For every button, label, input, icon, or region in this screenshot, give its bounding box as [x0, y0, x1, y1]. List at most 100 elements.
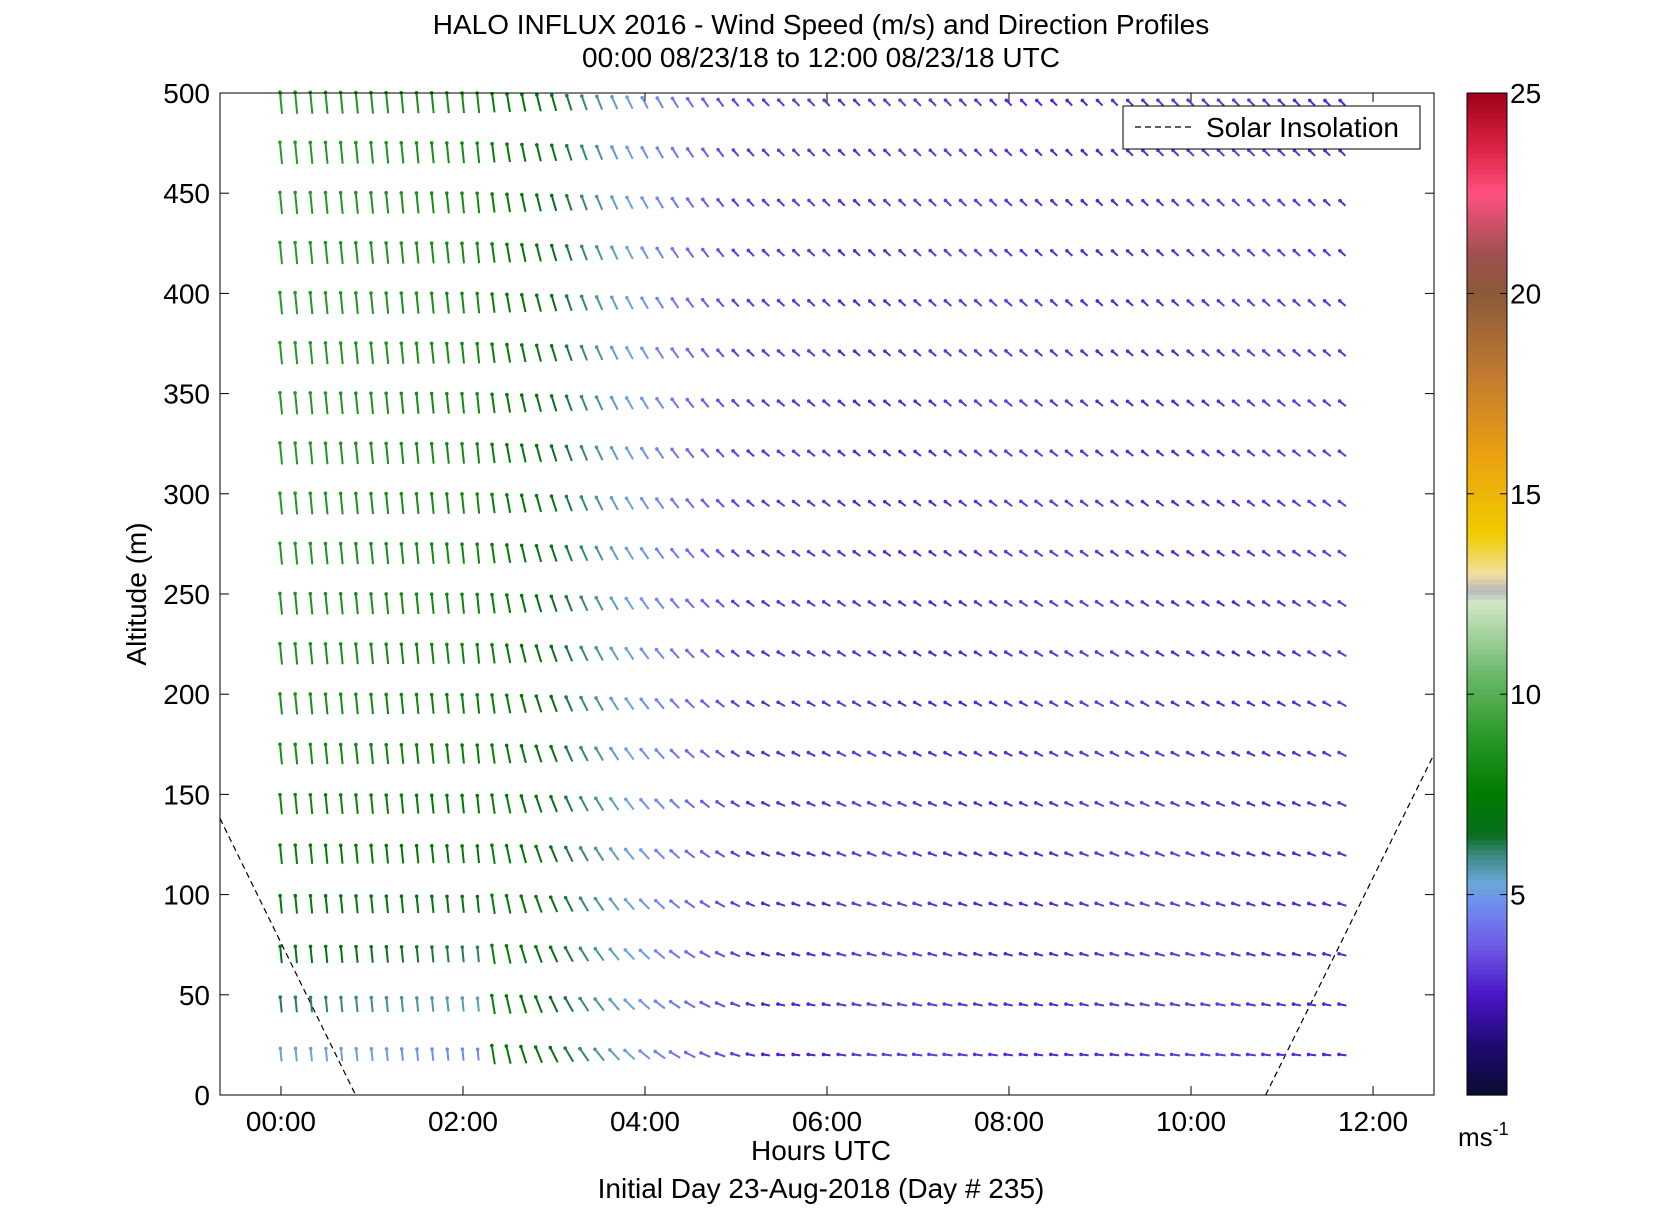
- wind-arrow-head: [399, 995, 404, 1000]
- wind-arrow-head: [1186, 98, 1190, 102]
- wind-arrow-head: [1231, 549, 1236, 554]
- wind-arrow-head: [384, 191, 388, 195]
- wind-arrow-head: [1337, 1002, 1341, 1006]
- wind-arrow-head: [852, 198, 857, 203]
- wind-arrow: [278, 442, 284, 465]
- wind-arrow-head: [445, 996, 449, 1000]
- wind-arrow-head: [898, 198, 902, 203]
- wind-arrow: [491, 394, 496, 414]
- wind-arrow-head: [654, 597, 659, 602]
- colorbar-segment: [1467, 659, 1507, 665]
- wind-arrow: [670, 599, 680, 609]
- wind-arrow-head: [384, 894, 389, 898]
- wind-arrow-head: [654, 547, 659, 552]
- wind-arrow-head: [654, 798, 658, 802]
- wind-arrow: [430, 644, 435, 664]
- wind-arrow-head: [1110, 198, 1115, 203]
- wind-arrow-head: [791, 750, 796, 755]
- colorbar-segment: [1467, 168, 1507, 174]
- wind-arrow-head: [1170, 750, 1175, 755]
- y-tick-label: 50: [179, 980, 210, 1011]
- wind-arrow-head: [1125, 148, 1130, 153]
- wind-arrow-head: [1307, 750, 1311, 755]
- wind-arrow: [354, 593, 359, 615]
- wind-arrow-head: [745, 1052, 750, 1056]
- wind-arrow: [294, 92, 299, 114]
- wind-arrow-head: [685, 197, 690, 201]
- wind-arrow: [309, 1048, 313, 1062]
- wind-arrow-head: [293, 742, 297, 747]
- wind-arrow-head: [1019, 198, 1024, 203]
- wind-arrow-head: [504, 643, 509, 647]
- wind-arrow-head: [928, 650, 932, 655]
- wind-arrow-head: [821, 801, 826, 805]
- wind-arrow: [656, 147, 664, 159]
- wind-arrow-head: [549, 845, 553, 849]
- wind-arrow: [580, 596, 589, 612]
- wind-arrow: [354, 845, 359, 864]
- wind-arrow-head: [1216, 700, 1220, 705]
- wind-arrow-head: [670, 96, 675, 101]
- wind-arrow-head: [475, 442, 479, 446]
- colorbar-segment: [1467, 388, 1507, 395]
- wind-arrow-head: [384, 241, 388, 245]
- wind-arrow-head: [881, 951, 886, 956]
- wind-arrow-head: [761, 449, 766, 454]
- wind-arrow-head: [1307, 801, 1311, 805]
- wind-arrow-head: [1003, 801, 1008, 805]
- wind-arrow: [476, 243, 481, 264]
- colorbar-segment: [1467, 964, 1507, 971]
- wind-arrow: [385, 192, 390, 214]
- wind-arrow-head: [384, 843, 389, 848]
- wind-arrow-head: [943, 98, 948, 102]
- wind-arrow: [535, 495, 543, 513]
- wind-arrow: [278, 342, 284, 365]
- wind-arrow-head: [638, 848, 643, 852]
- wind-arrow-head: [399, 391, 404, 396]
- wind-arrow: [579, 1048, 590, 1062]
- wind-arrow-head: [716, 298, 720, 302]
- wind-arrow-head: [670, 547, 674, 552]
- wind-arrow: [520, 495, 527, 513]
- wind-arrow-head: [1307, 248, 1312, 253]
- wind-arrow-head: [369, 190, 373, 195]
- wind-arrow-head: [1231, 600, 1236, 604]
- wind-arrow-head: [1231, 801, 1235, 805]
- wind-arrow-head: [369, 391, 373, 396]
- wind-arrow-head: [293, 541, 297, 546]
- colorbar-segment: [1467, 874, 1507, 881]
- wind-arrow: [355, 997, 359, 1013]
- wind-arrow-head: [490, 542, 494, 547]
- wind-arrow-head: [579, 144, 584, 148]
- wind-arrow-head: [293, 843, 298, 847]
- wind-arrow-head: [1019, 549, 1023, 554]
- wind-arrow-head: [746, 599, 750, 604]
- colorbar-segment: [1467, 553, 1507, 560]
- wind-arrow: [595, 146, 604, 161]
- wind-arrow: [430, 343, 435, 364]
- wind-arrow-head: [414, 743, 419, 747]
- wind-arrow-head: [278, 742, 282, 747]
- colorbar-segment: [1467, 368, 1507, 375]
- colorbar-tick-label: 10: [1510, 679, 1541, 710]
- wind-arrow-head: [1261, 650, 1266, 654]
- wind-arrow-head: [943, 399, 948, 403]
- wind-arrow: [385, 543, 390, 565]
- wind-arrow-head: [822, 98, 826, 102]
- wind-arrow: [324, 1048, 329, 1062]
- wind-arrow-head: [338, 341, 343, 345]
- wind-arrow: [580, 346, 588, 361]
- wind-arrow-head: [1277, 198, 1281, 203]
- wind-arrow-head: [399, 241, 404, 245]
- colorbar-segment: [1467, 288, 1507, 294]
- wind-arrow: [580, 95, 588, 111]
- wind-arrow-head: [1154, 901, 1159, 906]
- wind-arrow-head: [912, 1002, 916, 1006]
- wind-arrow-head: [1065, 299, 1069, 303]
- wind-arrow-head: [1018, 851, 1023, 855]
- wind-arrow-head: [639, 496, 644, 501]
- wind-arrow-head: [852, 299, 857, 303]
- wind-arrow-head: [1200, 750, 1205, 755]
- wind-arrow-head: [594, 746, 598, 750]
- wind-arrow-head: [475, 191, 479, 196]
